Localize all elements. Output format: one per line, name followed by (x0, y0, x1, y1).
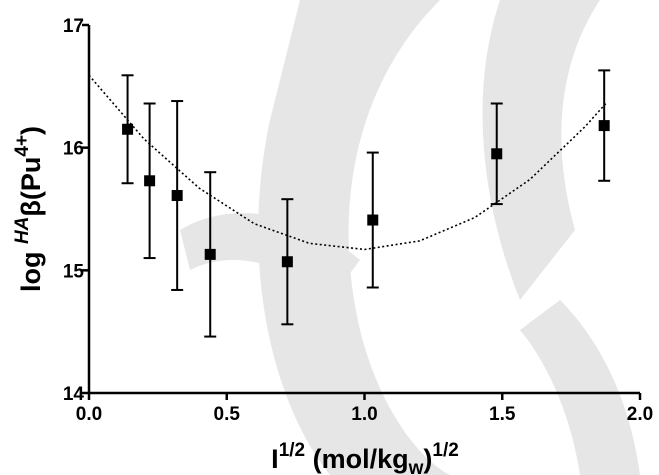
y-label-part: β(Pu (16, 157, 46, 217)
point (171, 190, 183, 202)
point (122, 123, 134, 135)
x-axis-label: I1/2 (mol/kgw)1/2 (271, 440, 459, 475)
x-label-part: I (271, 444, 279, 474)
point (367, 214, 379, 226)
y-tick-label: 14 (63, 384, 85, 405)
x-label-part: w (408, 458, 424, 475)
watermark (180, 0, 640, 475)
x-label-part: (mol/kg (305, 444, 409, 474)
point (204, 248, 216, 260)
y-label-part: HA (12, 217, 33, 244)
x-tick-label: 2.0 (627, 404, 653, 425)
x-tick-label: 0.5 (214, 404, 241, 425)
x-label-part: 1/2 (279, 440, 305, 461)
y-tick-label: 17 (63, 16, 84, 37)
x-tick-label: 0.0 (76, 404, 102, 425)
fit-curve (88, 74, 608, 251)
y-label-part: log (16, 244, 46, 292)
y-tick-label: 16 (63, 139, 84, 160)
x-label-part: ) (423, 444, 432, 474)
point (491, 148, 503, 160)
x-tick-label: 1.5 (489, 404, 516, 425)
point (598, 120, 610, 132)
y-label-part: ) (16, 126, 46, 135)
point (144, 175, 156, 187)
x-label-part: 1/2 (432, 440, 458, 461)
y-tick-label: 15 (63, 261, 85, 282)
plot-area: 14 15 16 17 0.0 0.5 1.0 1.5 2.0 (63, 16, 653, 425)
point (281, 256, 293, 268)
y-label-part: 4+ (12, 135, 33, 157)
x-tick-label: 1.0 (351, 404, 377, 425)
y-axis-label: log HAβ(Pu4+) (12, 126, 46, 292)
